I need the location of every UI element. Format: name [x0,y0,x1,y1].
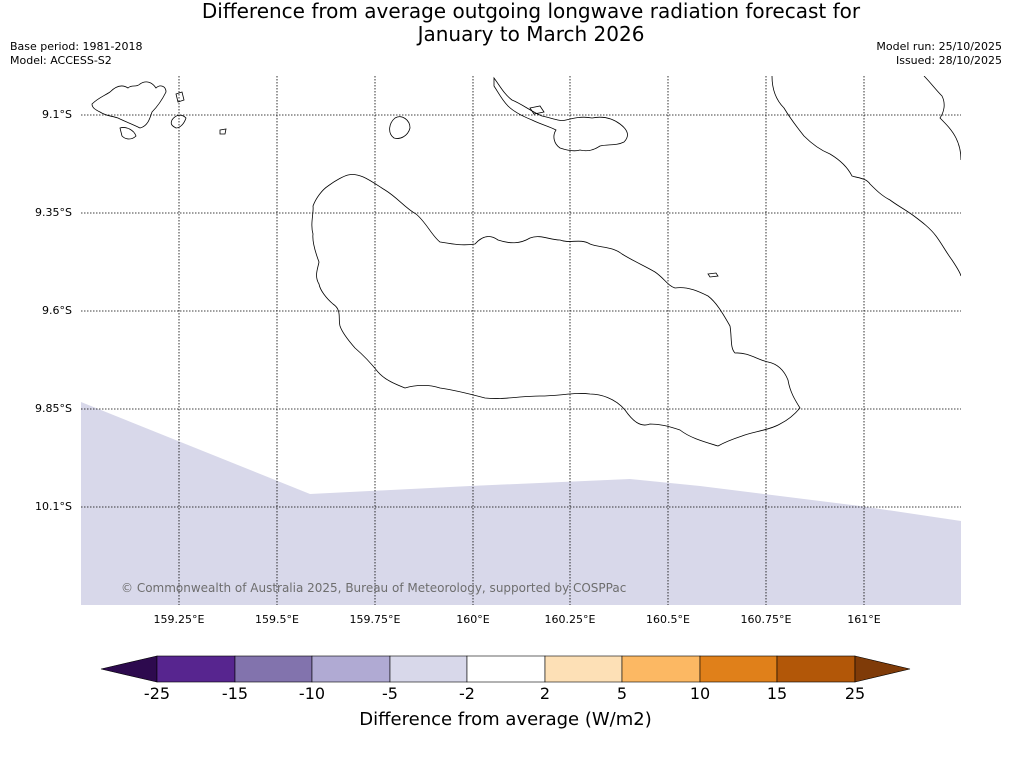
latitude-label: 10.1°S [35,500,72,513]
colorbar-segment [466,655,546,683]
colorbar-title: Difference from average (W/m2) [359,709,652,730]
coastline-east-coast [771,76,961,277]
longitude-label: 159.75°E [349,613,401,626]
colorbar-tick-label: 15 [766,684,788,703]
graticule [81,76,961,605]
colorbar-tick-label: -15 [221,684,249,703]
colorbar-tick-label: -10 [298,684,326,703]
colorbar-extend-high [854,655,911,683]
coastline-nw-island-d [219,128,227,135]
longitude-label: 161°E [847,613,881,626]
longitude-label: 159.5°E [255,613,299,626]
model-run-info: Model run: 25/10/2025 Issued: 28/10/2025 [876,40,1002,68]
colorbar-tick-label: 10 [689,684,711,703]
base-period-text: Base period: 1981-2018 [10,40,143,53]
colorbar-segment [776,655,856,683]
coastline-ne-corner [923,76,961,161]
longitude-label: 160.5°E [646,613,690,626]
colorbar-segment [621,655,701,683]
latitude-label: 9.6°S [42,304,72,317]
coastline-nw-island-e [175,91,185,103]
title-line-1: Difference from average outgoing longwav… [201,0,861,23]
colorbar-tick-label: -5 [382,684,398,703]
colorbar-tick-label: -2 [459,684,475,703]
colorbar-tick-label: 2 [539,684,551,703]
copyright-notice: © Commonwealth of Australia 2025, Bureau… [121,581,627,595]
latitude-label: 9.35°S [35,206,72,219]
longitude-label: 159.25°E [153,613,205,626]
coastline-islet-east [707,272,719,278]
coastline-nw-island-b [119,127,137,140]
colorbar-segment [544,655,623,683]
coastline-ne-islet [529,105,545,115]
colorbar-segment [311,655,391,683]
longitude-label: 160°E [456,613,490,626]
coastline-nw-island-a [91,81,167,129]
title-line-2: January to March 2026 [417,22,645,46]
chart-title: Difference from average outgoing longwav… [0,0,1011,46]
colorbar-segment [389,655,468,683]
colorbar-segment [156,655,236,683]
coastline-main-island [311,174,801,447]
coastline-nw-island-c [170,114,187,129]
model-run-text: Model run: 25/10/2025 [876,40,1002,53]
longitude-label: 160.75°E [740,613,792,626]
colorbar-segment [234,655,313,683]
anomaly-shading-region [81,402,961,605]
issued-text: Issued: 28/10/2025 [895,54,1002,67]
longitude-label: 160.25°E [544,613,596,626]
model-text: Model: ACCESS-S2 [10,54,112,67]
colorbar-tick-label: -25 [143,684,171,703]
coastlines [91,76,961,447]
colorbar [100,655,911,683]
colorbar-tick-label: 5 [616,684,628,703]
latitude-label: 9.1°S [42,108,72,121]
coastline-islet-north [389,116,411,139]
colorbar-tick-label: 25 [844,684,866,703]
latitude-label: 9.85°S [35,402,72,415]
colorbar-extend-low [100,655,158,683]
colorbar-segment [699,655,778,683]
coastline-ne-island-group [493,76,628,152]
base-period-info: Base period: 1981-2018 Model: ACCESS-S2 [10,40,142,68]
